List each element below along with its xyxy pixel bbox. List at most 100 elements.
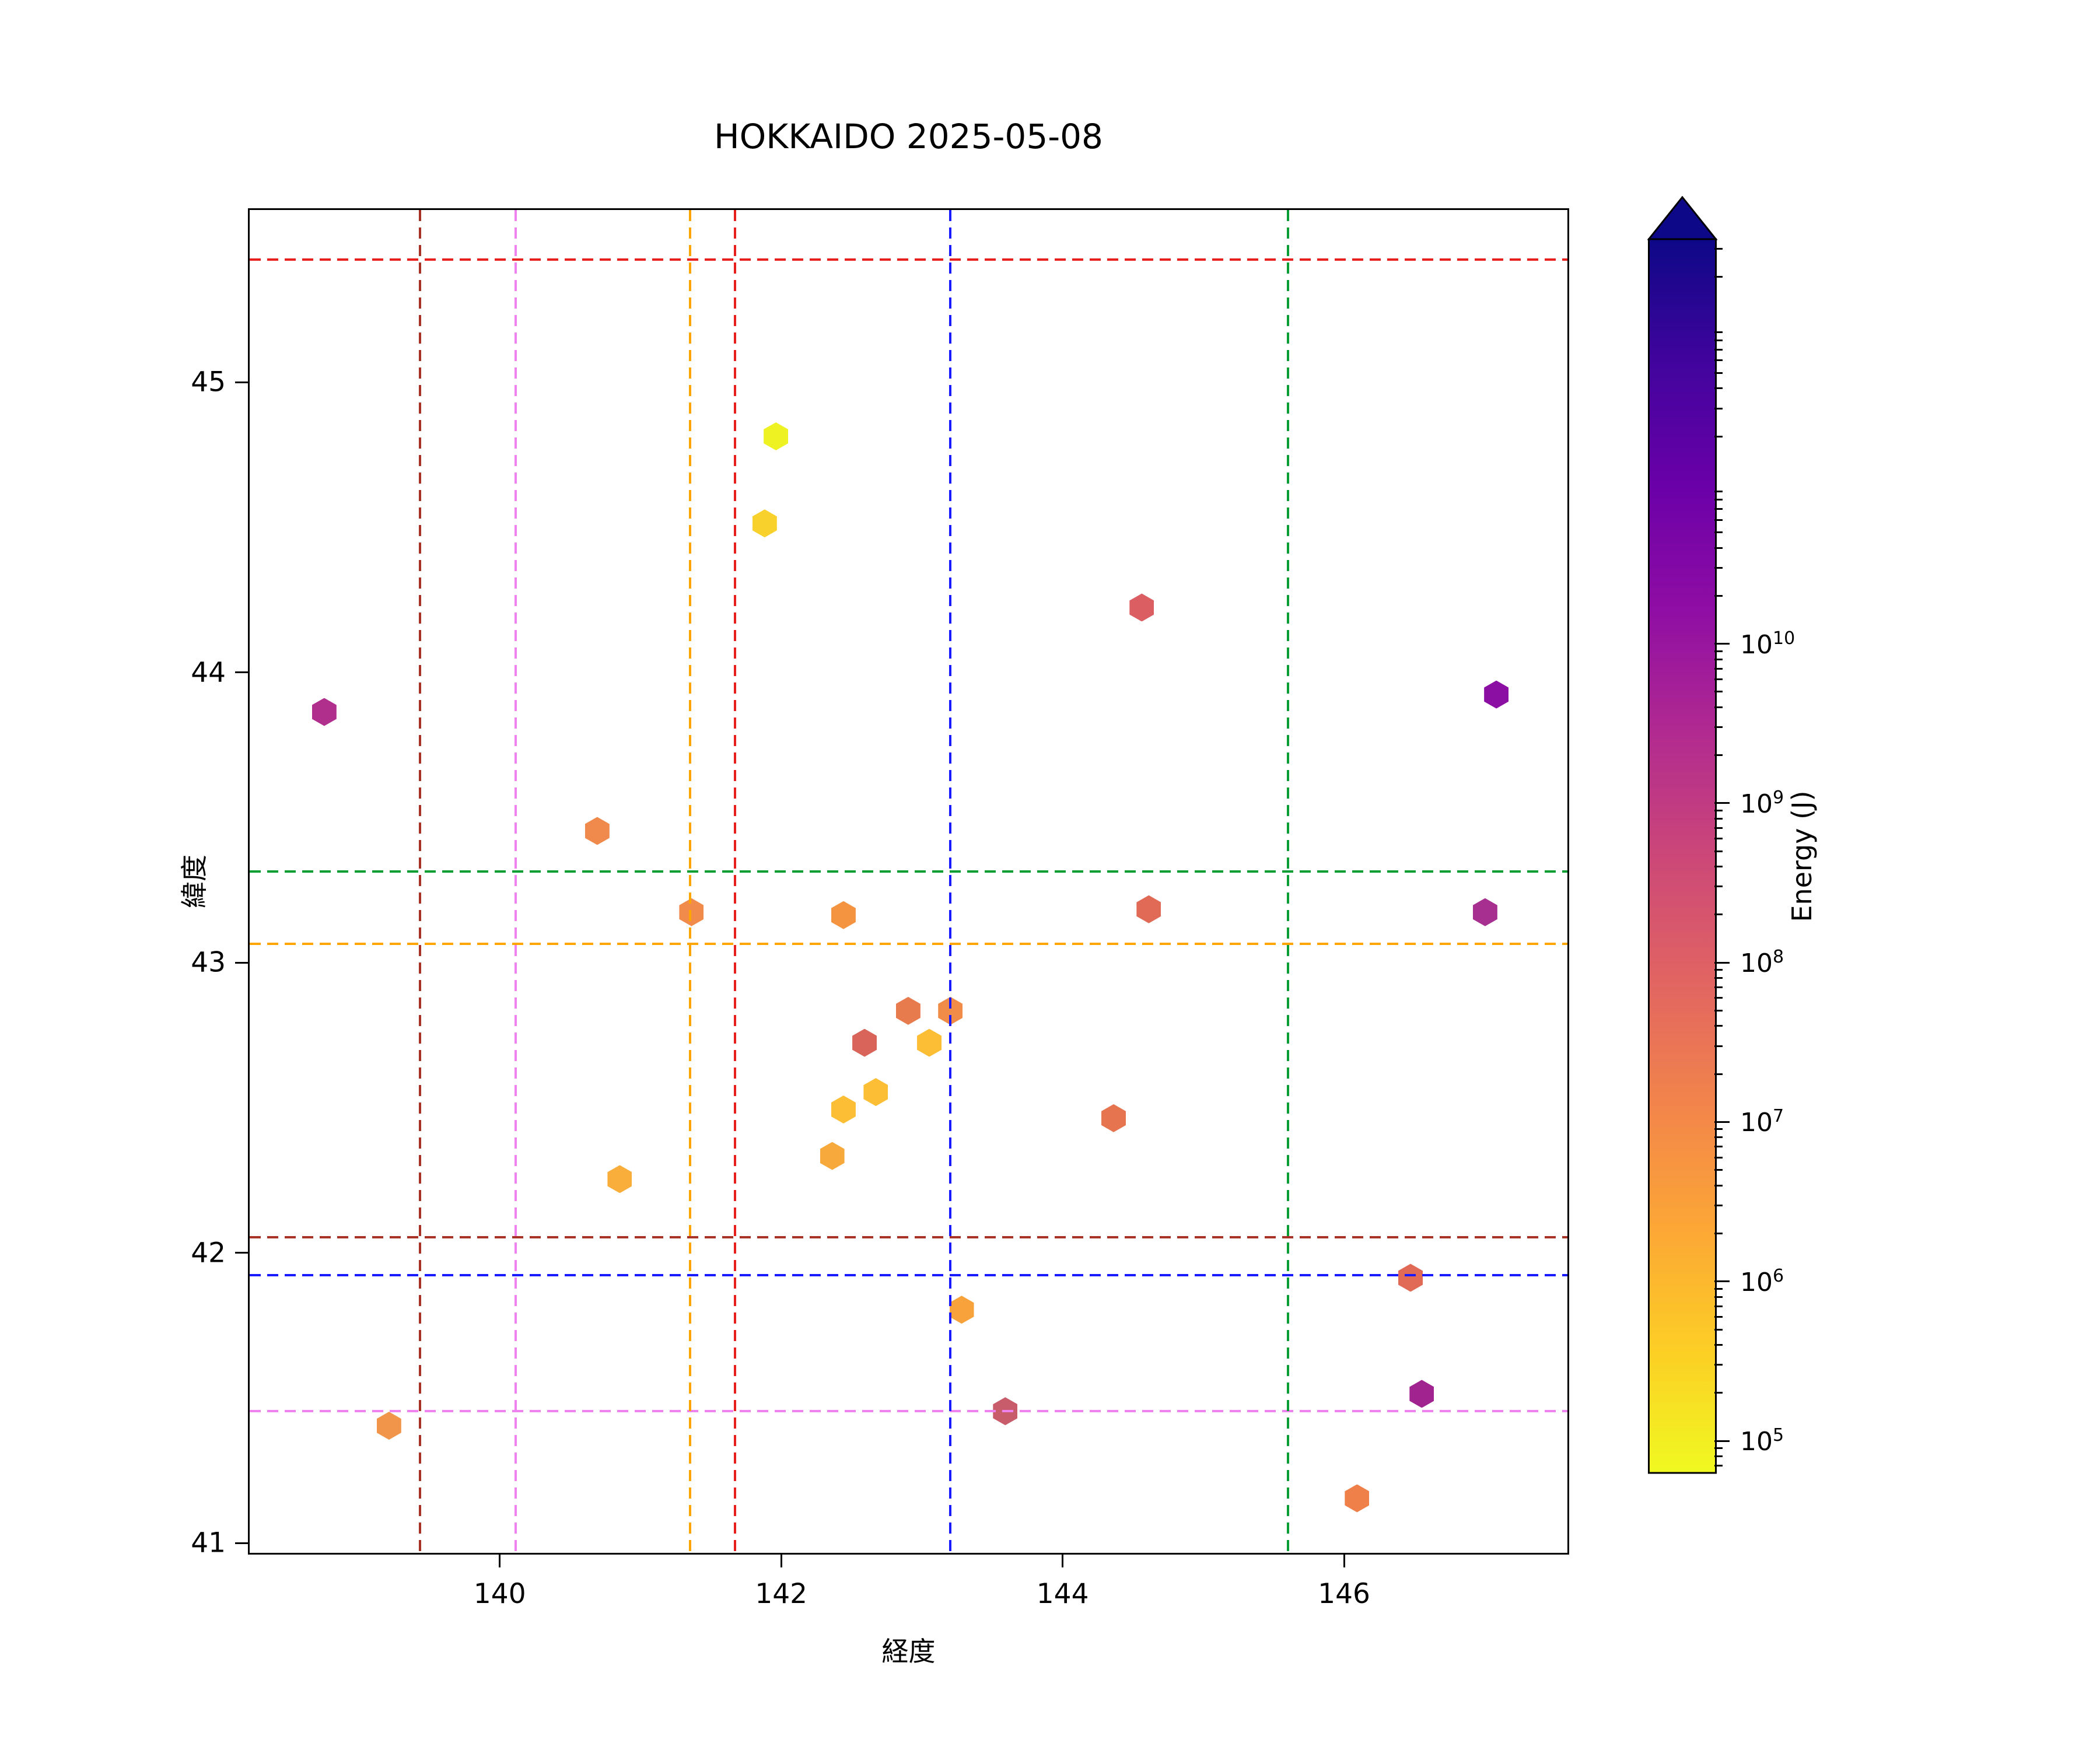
y-tick-label: 45 (191, 366, 226, 398)
reference-vline-firebrick (418, 210, 421, 1553)
colorbar-minor-tick (1714, 1146, 1723, 1148)
colorbar-major-tick (1714, 1280, 1730, 1283)
colorbar-minor-tick (1714, 1287, 1723, 1290)
colorbar-minor-tick (1714, 519, 1723, 521)
colorbar-gradient (1648, 238, 1717, 1474)
y-tick-label: 41 (191, 1527, 226, 1559)
colorbar-minor-tick (1714, 1328, 1723, 1331)
colorbar-minor-tick (1714, 372, 1723, 374)
colorbar-minor-tick (1714, 658, 1723, 660)
x-axis-label: 経度 (881, 1636, 936, 1667)
data-point-hexagon (1136, 895, 1161, 923)
colorbar-minor-tick (1714, 914, 1723, 916)
data-point-hexagon (895, 996, 921, 1025)
data-point-hexagon (607, 1165, 632, 1194)
data-point-hexagon (1484, 680, 1509, 709)
colorbar-minor-tick (1714, 340, 1723, 342)
colorbar-minor-tick (1714, 997, 1723, 999)
colorbar-minor-tick (1714, 1315, 1723, 1318)
reference-vline-red (734, 210, 737, 1553)
colorbar-minor-tick (1714, 827, 1723, 829)
colorbar-minor-tick (1714, 1204, 1723, 1206)
colorbar-minor-tick (1714, 499, 1723, 501)
data-point-hexagon (679, 898, 704, 926)
colorbar-minor-tick (1714, 667, 1723, 670)
colorbar-major-tick (1714, 802, 1730, 804)
colorbar-minor-tick (1714, 809, 1723, 811)
reference-hline-orange (250, 943, 1567, 946)
reference-vline-violet (514, 210, 517, 1553)
data-point-hexagon (1345, 1484, 1370, 1513)
data-point-hexagon (831, 1095, 856, 1124)
y-tick (235, 1252, 248, 1254)
colorbar-minor-tick (1714, 359, 1723, 362)
x-tick (780, 1555, 782, 1567)
colorbar-minor-tick (1714, 1073, 1723, 1075)
colorbar-minor-tick (1714, 1392, 1723, 1394)
colorbar-minor-tick (1714, 650, 1723, 652)
colorbar-tick-label: 108 (1740, 947, 1784, 979)
y-axis-label: 緯度 (178, 855, 210, 908)
colorbar-minor-tick (1714, 1305, 1723, 1307)
colorbar-tick-label: 107 (1740, 1106, 1784, 1138)
colorbar-minor-tick (1714, 1447, 1723, 1449)
colorbar-minor-tick (1714, 754, 1723, 757)
colorbar-minor-tick (1714, 817, 1723, 820)
reference-vline-green (1287, 210, 1290, 1553)
y-tick (235, 381, 248, 383)
colorbar-minor-tick (1714, 850, 1723, 852)
colorbar-minor-tick (1714, 349, 1723, 351)
reference-vline-orange (689, 210, 691, 1553)
colorbar-minor-tick (1714, 1232, 1723, 1234)
colorbar-minor-tick (1714, 1296, 1723, 1298)
colorbar-tick-label: 109 (1740, 788, 1784, 819)
colorbar (1647, 196, 1718, 1474)
colorbar-minor-tick (1714, 566, 1723, 569)
colorbar-minor-tick (1714, 1009, 1723, 1012)
colorbar-minor-tick (1714, 1184, 1723, 1186)
y-tick-label: 44 (191, 656, 226, 689)
colorbar-minor-tick (1714, 1364, 1723, 1366)
colorbar-minor-tick (1714, 491, 1723, 493)
x-tick-label: 142 (755, 1578, 808, 1610)
colorbar-minor-tick (1714, 977, 1723, 979)
data-point-hexagon (949, 1296, 974, 1324)
colorbar-minor-tick (1714, 276, 1723, 278)
colorbar-minor-tick (1714, 594, 1723, 597)
colorbar-minor-tick (1714, 1343, 1723, 1346)
reference-hline-firebrick (250, 1236, 1567, 1238)
colorbar-extend-arrow-icon (1647, 196, 1718, 240)
y-tick (235, 961, 248, 964)
colorbar-minor-tick (1714, 866, 1723, 868)
data-point-hexagon (1129, 593, 1154, 622)
reference-hline-red (250, 258, 1567, 261)
x-tick-label: 140 (473, 1578, 526, 1610)
colorbar-minor-tick (1714, 531, 1723, 534)
data-point-hexagon (831, 901, 856, 929)
x-tick (1062, 1555, 1064, 1567)
y-tick (235, 671, 248, 674)
colorbar-minor-tick (1714, 407, 1723, 410)
colorbar-minor-tick (1714, 691, 1723, 693)
reference-hline-green (250, 870, 1567, 873)
colorbar-minor-tick (1714, 435, 1723, 438)
colorbar-minor-tick (1714, 678, 1723, 680)
data-point-hexagon (917, 1028, 942, 1057)
data-point-hexagon (584, 817, 610, 845)
colorbar-minor-tick (1714, 838, 1723, 840)
colorbar-minor-tick (1714, 1169, 1723, 1171)
colorbar-minor-tick (1714, 387, 1723, 390)
y-tick-label: 42 (191, 1237, 226, 1269)
colorbar-tick-label: 1010 (1740, 628, 1796, 660)
colorbar-minor-tick (1714, 1045, 1723, 1047)
colorbar-minor-tick (1714, 969, 1723, 971)
colorbar-minor-tick (1714, 1136, 1723, 1139)
colorbar-minor-tick (1714, 986, 1723, 989)
y-tick-label: 43 (191, 946, 226, 979)
colorbar-minor-tick (1714, 547, 1723, 549)
colorbar-minor-tick (1714, 706, 1723, 708)
colorbar-major-tick (1714, 961, 1730, 964)
x-tick-label: 146 (1318, 1578, 1370, 1610)
data-point-hexagon (1101, 1104, 1126, 1132)
colorbar-minor-tick (1714, 1156, 1723, 1158)
